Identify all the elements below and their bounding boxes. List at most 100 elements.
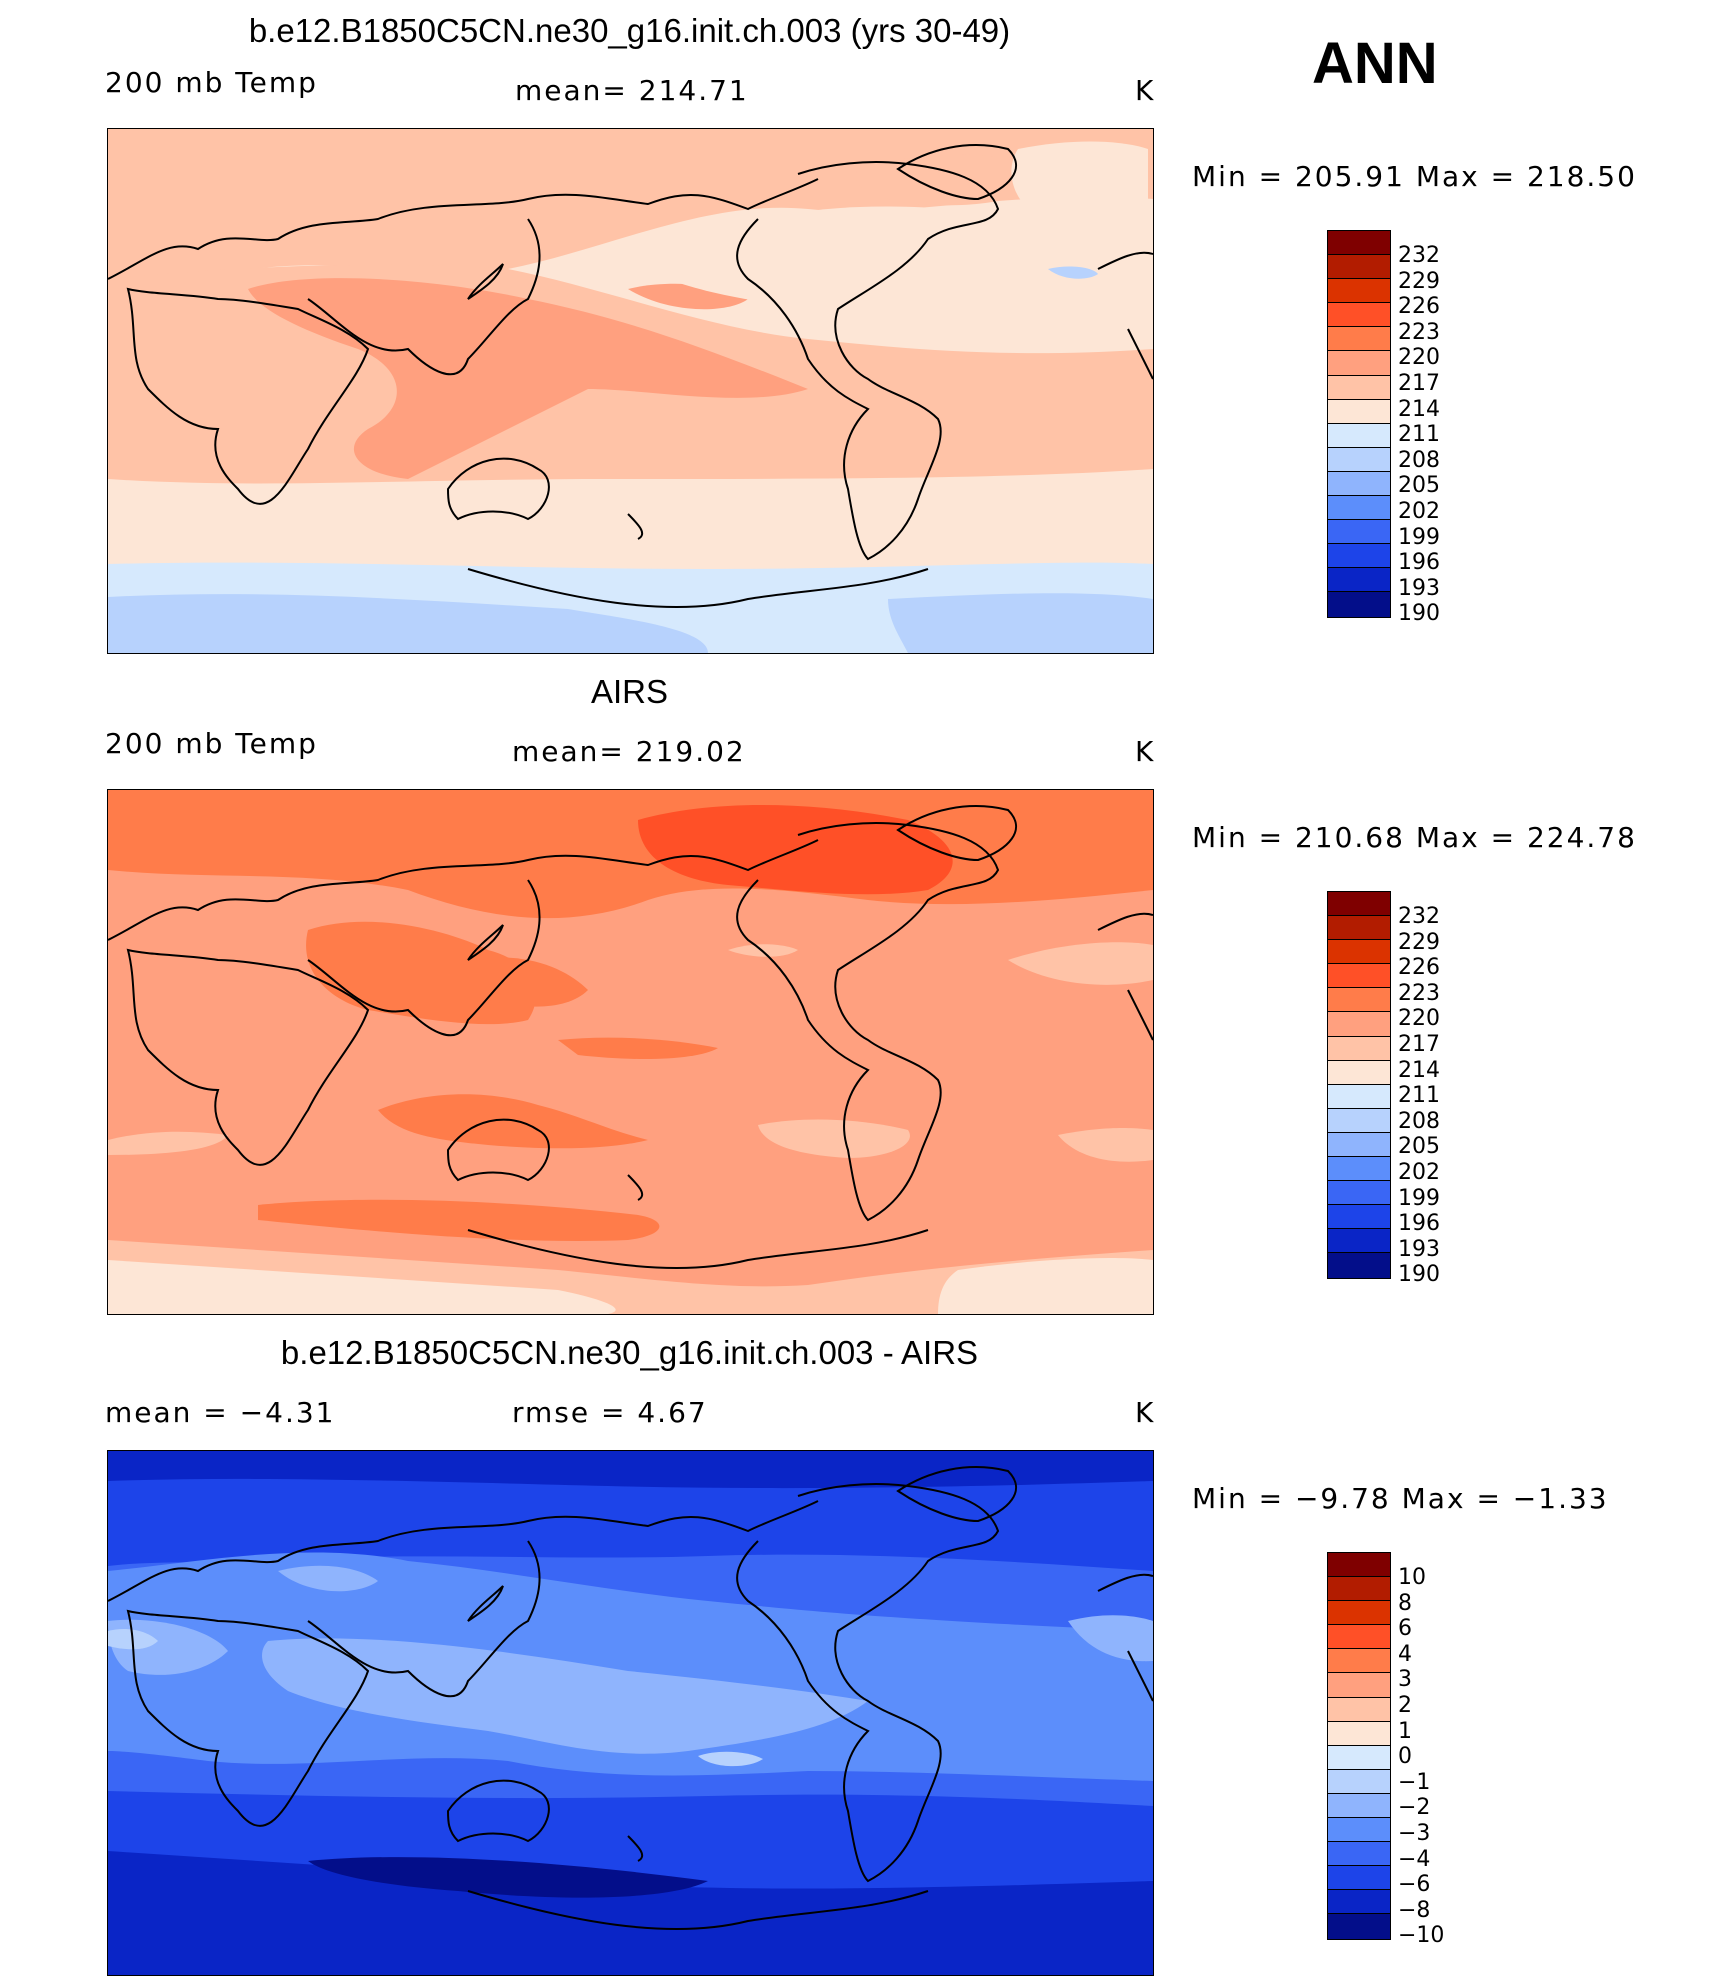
panel2-title: AIRS bbox=[590, 673, 669, 710]
panel1-map bbox=[107, 128, 1154, 654]
panel3-title: b.e12.B1850C5CN.ne30_g16.init.ch.003 - A… bbox=[280, 1334, 979, 1371]
panel3-colorbar-tick-label: −2 bbox=[1398, 1795, 1431, 1821]
panel2-colorbar-swatch bbox=[1328, 1229, 1390, 1254]
panel3-colorbar-tick-label: 3 bbox=[1398, 1667, 1412, 1693]
panel3-colorbar-tick-label: 10 bbox=[1398, 1565, 1426, 1590]
panel1-colorbar-tick-label: 223 bbox=[1398, 319, 1440, 345]
panel3-colorbar-swatch bbox=[1328, 1890, 1390, 1915]
panel1-colorbar-swatch bbox=[1328, 231, 1390, 256]
panel1-units-label: K bbox=[1135, 74, 1156, 107]
panel2-colorbar-tick-label: 199 bbox=[1398, 1185, 1440, 1211]
panel1-colorbar-swatch bbox=[1328, 255, 1390, 280]
panel2-colorbar-swatch bbox=[1328, 1108, 1390, 1133]
panel1-colorbar-tick-label: 211 bbox=[1398, 422, 1440, 448]
panel2-units-label: K bbox=[1135, 735, 1156, 768]
panel3-mean-label: mean = −4.31 bbox=[105, 1396, 336, 1429]
panel1-colorbar-swatch bbox=[1328, 279, 1390, 304]
panel3-colorbar-swatch bbox=[1328, 1649, 1390, 1674]
panel1-colorbar-swatch bbox=[1328, 447, 1390, 472]
panel3-colorbar-swatch bbox=[1328, 1601, 1390, 1626]
panel2-minmax: Min = 210.68 Max = 224.78 bbox=[1192, 821, 1637, 854]
panel2-colorbar-tick-label: 226 bbox=[1398, 955, 1440, 981]
panel2-colorbar-tick-label: 190 bbox=[1398, 1262, 1440, 1288]
panel2-colorbar-swatch bbox=[1328, 1036, 1390, 1061]
panel3-colorbar-swatch bbox=[1328, 1818, 1390, 1843]
panel1-colorbar-swatch bbox=[1328, 544, 1390, 569]
panel1-colorbar-tick-label: 226 bbox=[1398, 294, 1440, 320]
panel3-colorbar-tick-label: 8 bbox=[1398, 1590, 1412, 1616]
panel1-colorbar-tick-label: 202 bbox=[1398, 498, 1440, 524]
panel2-colorbar-tick-label: 217 bbox=[1398, 1031, 1440, 1057]
panel3-colorbar-swatch bbox=[1328, 1914, 1390, 1939]
panel2-colorbar bbox=[1327, 891, 1391, 1279]
panel2-map-svg bbox=[108, 790, 1153, 1314]
panel1-colorbar-swatch bbox=[1328, 303, 1390, 328]
panel2-colorbar-tick-label: 214 bbox=[1398, 1057, 1440, 1083]
panel1-colorbar-tick-label: 232 bbox=[1398, 243, 1440, 268]
panel2-colorbar-tick-label: 223 bbox=[1398, 980, 1440, 1006]
panel2-colorbar-tick-label: 208 bbox=[1398, 1108, 1440, 1134]
panel2-colorbar-swatch bbox=[1328, 964, 1390, 989]
panel3-colorbar-swatch bbox=[1328, 1745, 1390, 1770]
panel1-colorbar-swatch bbox=[1328, 520, 1390, 545]
panel2-colorbar-swatch bbox=[1328, 1060, 1390, 1085]
panel3-colorbar-tick-label: −8 bbox=[1398, 1897, 1431, 1923]
panel1-colorbar-swatch bbox=[1328, 496, 1390, 521]
panel2-coastlines bbox=[108, 805, 1153, 1270]
panel3-map bbox=[107, 1450, 1154, 1976]
panel3-colorbar-tick-label: 6 bbox=[1398, 1616, 1412, 1642]
panel1-colorbar-tick-label: 190 bbox=[1398, 601, 1440, 627]
panel2-colorbar-tick-label: 229 bbox=[1398, 929, 1440, 955]
panel1-colorbar bbox=[1327, 230, 1391, 618]
panel3-colorbar-swatch bbox=[1328, 1721, 1390, 1746]
panel3-coastlines bbox=[108, 1466, 1153, 1931]
panel3-colorbar-tick-label: 0 bbox=[1398, 1744, 1412, 1770]
panel1-variable-label: 200 mb Temp bbox=[105, 66, 318, 99]
panel1-colorbar-tick-label: 214 bbox=[1398, 396, 1440, 422]
panel1-colorbar-swatch bbox=[1328, 568, 1390, 593]
panel2-colorbar-labels: 232 229 226 223 220 217 214 211 208 205 202 199 196 1… bbox=[1398, 904, 1440, 1288]
panel3-units-label: K bbox=[1135, 1396, 1156, 1429]
panel1-minmax: Min = 205.91 Max = 218.50 bbox=[1192, 160, 1637, 193]
panel2-colorbar-swatch bbox=[1328, 916, 1390, 941]
panel3-colorbar-tick-label: −1 bbox=[1398, 1769, 1431, 1795]
panel3-colorbar-tick-label: 2 bbox=[1398, 1692, 1412, 1718]
panel3-minmax: Min = −9.78 Max = −1.33 bbox=[1192, 1482, 1609, 1515]
panel3-colorbar-swatch bbox=[1328, 1866, 1390, 1891]
panel3-colorbar-tick-label: −3 bbox=[1398, 1820, 1431, 1846]
panel1-colorbar-swatch bbox=[1328, 351, 1390, 376]
panel2-colorbar-tick-label: 196 bbox=[1398, 1211, 1440, 1237]
panel3-colorbar-tick-label: −10 bbox=[1398, 1923, 1445, 1949]
panel3-colorbar-tick-label: 1 bbox=[1398, 1718, 1412, 1744]
panel3-colorbar-swatch bbox=[1328, 1553, 1390, 1578]
panel1-colorbar-tick-label: 217 bbox=[1398, 370, 1440, 396]
panel1-colorbar-tick-label: 199 bbox=[1398, 524, 1440, 550]
panel3-colorbar-swatch bbox=[1328, 1793, 1390, 1819]
panel2-colorbar-tick-label: 202 bbox=[1398, 1159, 1440, 1185]
panel2-colorbar-tick-label: 211 bbox=[1398, 1083, 1440, 1109]
panel1-colorbar-tick-label: 196 bbox=[1398, 550, 1440, 576]
panel2-colorbar-swatch bbox=[1328, 1181, 1390, 1206]
panel3-map-svg bbox=[108, 1451, 1153, 1975]
panel1-colorbar-tick-label: 229 bbox=[1398, 268, 1440, 294]
panel1-colorbar-swatch bbox=[1328, 471, 1390, 497]
panel3-colorbar-tick-label: −6 bbox=[1398, 1872, 1431, 1898]
panel2-mean-label: mean= 219.02 bbox=[512, 735, 746, 768]
panel3-colorbar-tick-label: 4 bbox=[1398, 1641, 1412, 1667]
panel2-colorbar-swatch bbox=[1328, 1012, 1390, 1037]
panel1-colorbar-tick-label: 208 bbox=[1398, 447, 1440, 473]
panel2-map bbox=[107, 789, 1154, 1315]
panel1-coastlines bbox=[108, 144, 1153, 609]
panel3-colorbar bbox=[1327, 1552, 1391, 1940]
panel2-colorbar-swatch bbox=[1328, 1084, 1390, 1109]
panel3-colorbar-swatch bbox=[1328, 1769, 1390, 1794]
panel1-map-svg bbox=[108, 129, 1153, 653]
panel2-colorbar-tick-label: 205 bbox=[1398, 1134, 1440, 1160]
panel1-colorbar-swatch bbox=[1328, 375, 1390, 400]
panel2-colorbar-tick-label: 232 bbox=[1398, 904, 1440, 929]
panel1-colorbar-swatch bbox=[1328, 327, 1390, 352]
panel1-colorbar-tick-label: 193 bbox=[1398, 575, 1440, 601]
panel3-colorbar-swatch bbox=[1328, 1625, 1390, 1650]
panel1-colorbar-swatch bbox=[1328, 423, 1390, 448]
panel3-colorbar-swatch bbox=[1328, 1697, 1390, 1722]
